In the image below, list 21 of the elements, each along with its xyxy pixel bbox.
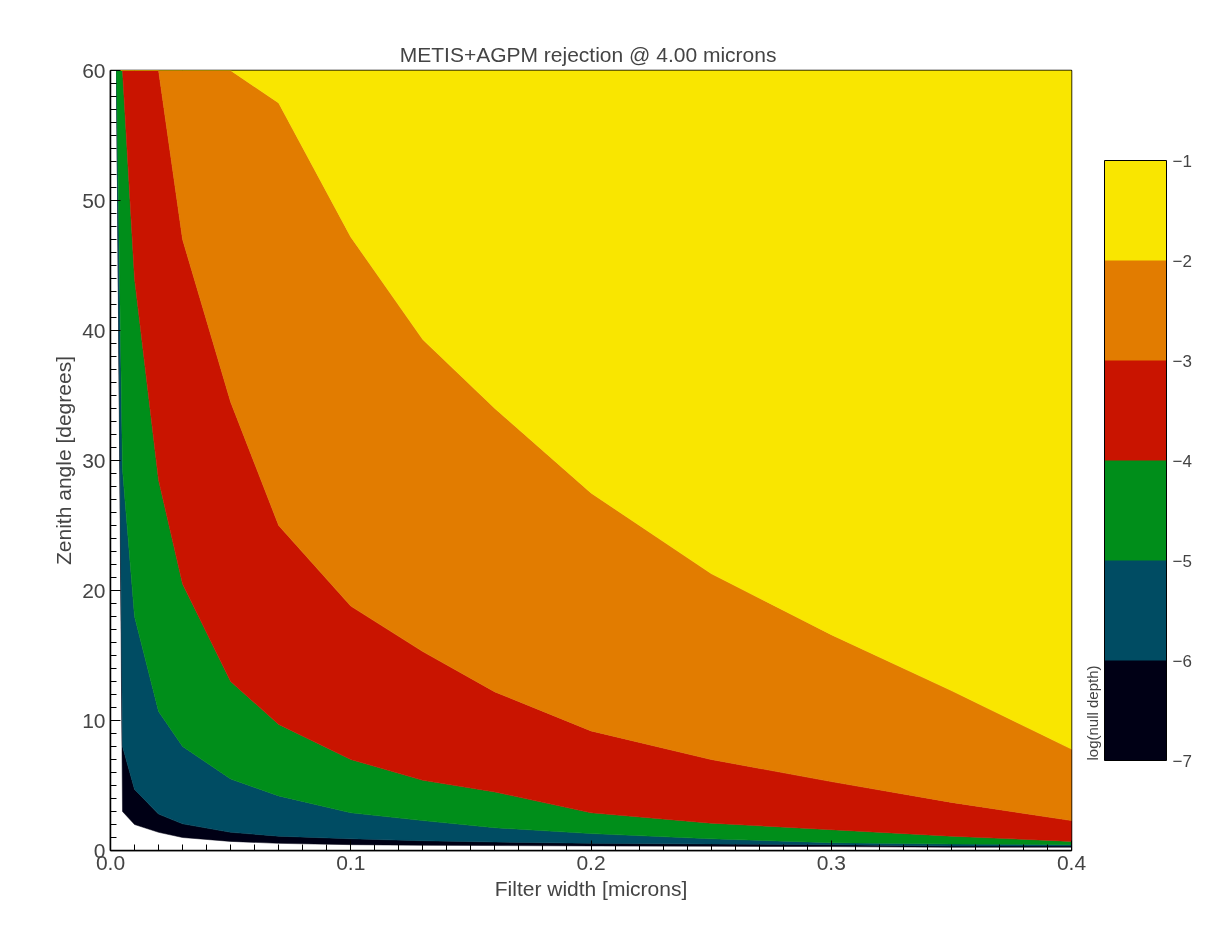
y-tick-label: 10: [82, 708, 106, 732]
y-tick-label: 50: [82, 188, 106, 212]
x-tick-label: 0.3: [816, 850, 846, 874]
color-bar-label: −6: [1172, 651, 1192, 671]
x-tick-label: 0.1: [336, 850, 366, 874]
color-bar-label: −3: [1172, 351, 1192, 371]
y-tick-label: 60: [82, 58, 106, 82]
y-tick-label: 40: [82, 318, 106, 342]
color-bar-label: −4: [1172, 451, 1192, 471]
color-bar-label: −2: [1172, 251, 1192, 271]
color-bar-label: −5: [1172, 551, 1192, 571]
y-axis-title: Zenith angle [degrees]: [52, 356, 76, 565]
y-tick-label: 20: [82, 578, 106, 602]
color-bar-label: −1: [1172, 151, 1192, 171]
y-tick-label: 30: [82, 448, 106, 472]
color-bar-title: log(null depth): [1083, 665, 1101, 761]
color-bar-label: −7: [1172, 751, 1192, 771]
x-tick-label: 0.2: [576, 850, 606, 874]
x-tick-label: 0.4: [1056, 850, 1087, 874]
x-axis-title: Filter width [microns]: [494, 876, 688, 900]
chart-title: METIS+AGPM rejection @ 4.00 microns: [399, 42, 777, 66]
